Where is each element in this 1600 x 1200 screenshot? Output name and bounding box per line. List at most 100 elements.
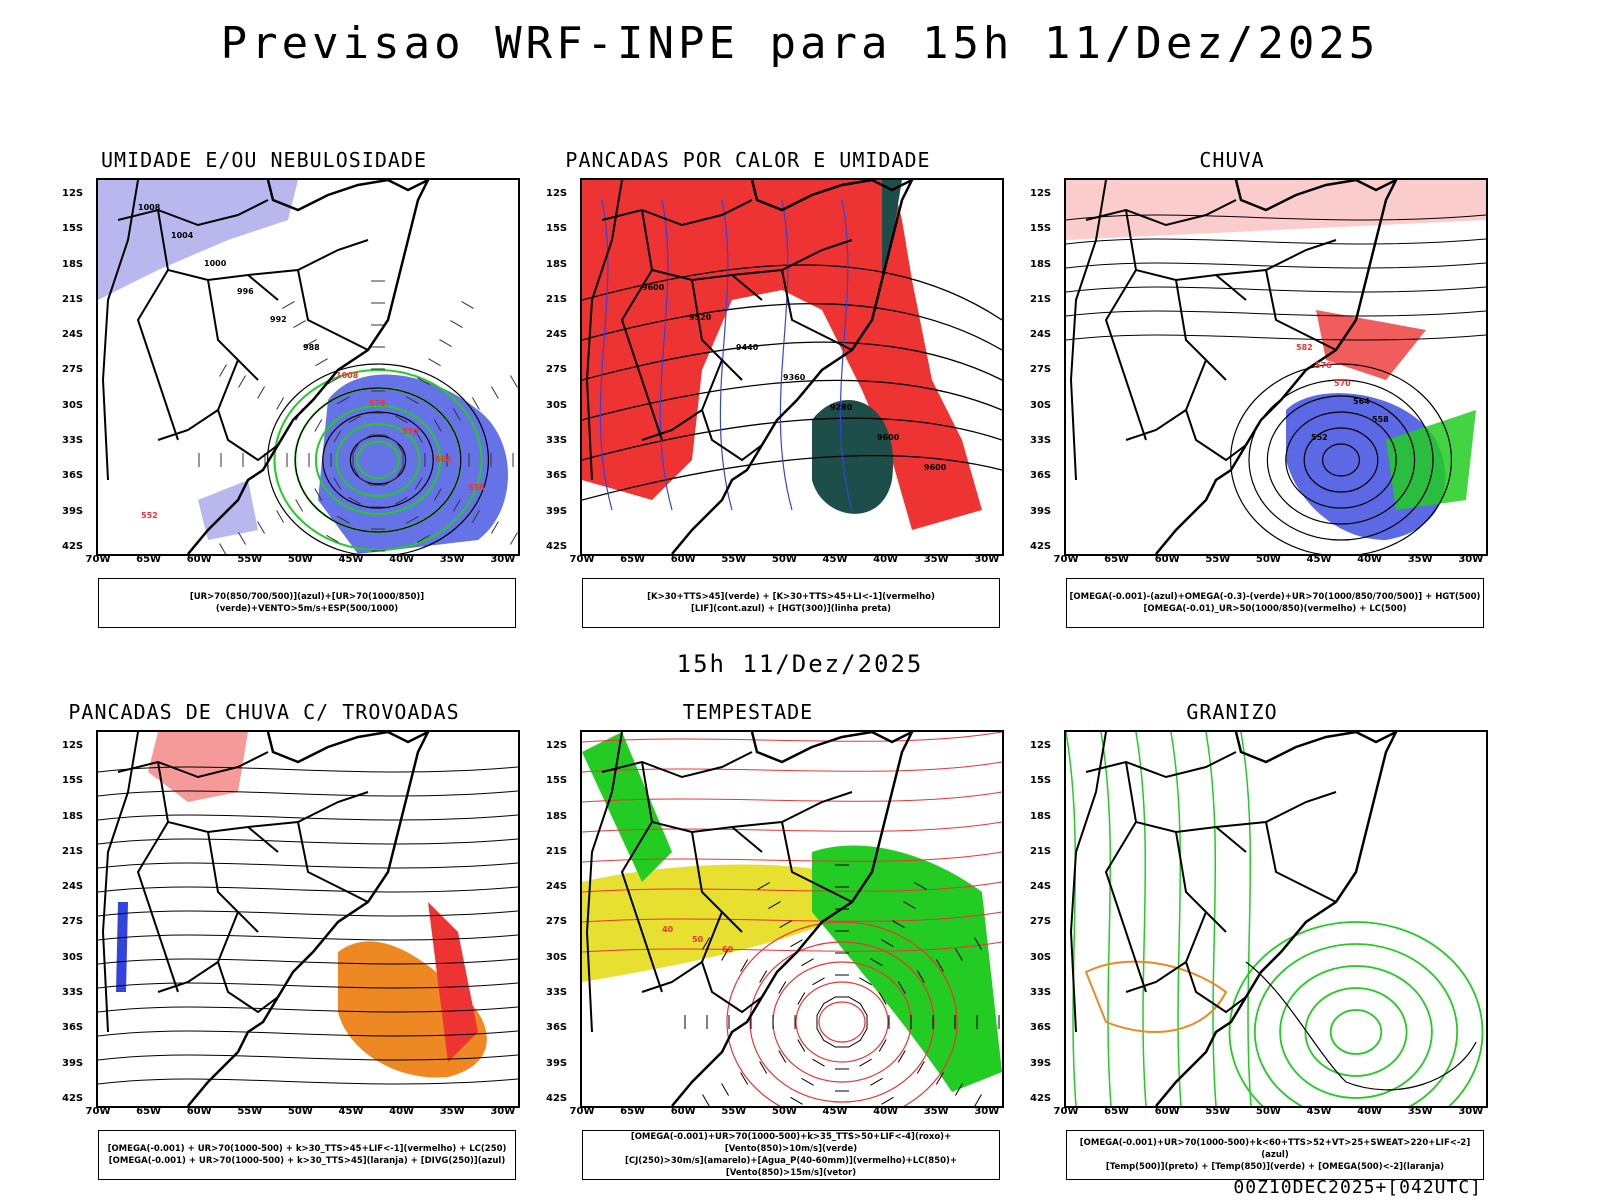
country-border [1184,359,1247,462]
isobar [349,435,407,485]
lon-tick-label: 65W [136,554,162,565]
wind-vector [406,515,419,524]
panel-title: CHUVA [1199,148,1265,172]
wind-vector [974,1094,982,1106]
contour-label: 1008 [138,203,161,212]
coastline [1155,180,1398,554]
streamline [98,934,518,941]
streamline [98,1078,518,1085]
lon-tick-label: 65W [136,1106,162,1117]
divergence-area-blue [116,902,128,992]
geopotential-contour [1230,363,1452,554]
lat-tick-label: 30S [1030,399,1052,411]
map-chuva[interactable]: 582 576 570 564 558 552 [1064,178,1488,556]
lon-tick-label: 40W [1357,554,1383,565]
temp850-contour [1240,732,1252,1106]
streamline [98,862,518,869]
lon-tick-label: 70W [1053,1106,1079,1117]
panel-title: PANCADAS DE CHUVA C/ TROVOADAS [68,700,460,724]
thunder-area-red [428,902,478,1062]
map-tempestade[interactable]: 40 50 60 [580,730,1004,1108]
lon-tick-label: 70W [1053,554,1079,565]
lat-tick-label: 33S [546,434,568,446]
lifted-index-contour [839,199,853,511]
wind-vector [359,477,372,486]
map-base [1069,732,1398,1106]
lon-tick-label: 50W [771,1106,797,1117]
country-border [297,269,369,351]
lon-tick-label: 50W [771,554,797,565]
map-trovoadas[interactable] [96,730,520,1108]
lat-tick-label: 12S [1030,740,1052,751]
water-contour [818,1001,866,1043]
map-base [101,180,430,554]
wind-vector [219,364,227,377]
forecast-time-label: 15h 11/Dez/2025 [676,650,924,678]
contour-label: 1004 [171,231,194,240]
lon-tick-label: 35W [439,554,465,565]
map-base [585,180,914,554]
temp850-contour [1279,965,1433,1099]
lat-tick-label: 42S [546,1092,568,1104]
wind-vector [471,510,480,523]
lat-tick-label: 18S [1030,810,1052,822]
legend-line: [CJ(250)>30m/s](amarelo)+[Agua_P(40-60mm… [624,1156,958,1178]
country-border [1265,269,1337,351]
map-base [585,732,914,1106]
temp850-contour [1100,732,1112,1106]
wind-vector [797,992,806,1005]
lat-tick-label: 15S [546,223,568,235]
contour-label: 558 [1372,415,1389,424]
lat-tick-label: 18S [62,810,84,822]
country-border [157,409,219,441]
wind-area-green [582,732,672,882]
wind-vector [740,1072,749,1085]
lon-tick-label: 35W [923,554,949,565]
lon-tick-label: 60W [670,1106,696,1117]
green-contour [356,441,400,479]
wind-vector [870,958,883,967]
wind-vector [859,1028,868,1041]
wind-vector [219,543,227,554]
wind-vector [395,415,408,424]
country-border [641,961,703,993]
streamline [98,1030,518,1037]
map-umidade[interactable]: 1008 1004 1000 996 992 988 1008 576 570 564 558 552 [96,178,520,556]
wind-vector [417,534,430,543]
legend-line: [LIF](cont.azul) + [HGT(300)](linha pret… [690,604,892,614]
lon-tick-label: 50W [287,1106,313,1117]
wind-vector [510,532,518,545]
legend-box: [OMEGA(-0.001)+UR>70(1000-500)+k>35_TTS>… [582,1130,1000,1180]
country-border [247,791,369,828]
lat-tick-label: 42S [546,540,568,552]
wind-vector [816,1028,825,1041]
country-border [731,791,853,828]
geopotential-contour [1322,443,1361,477]
lat-tick-label: 12S [546,188,568,199]
wind-vector [878,992,887,1005]
wind-vector [337,396,350,405]
green-contour [335,423,421,497]
lat-tick-label: 39S [1030,505,1052,517]
country-border [1175,279,1227,381]
geopotential-contour [1266,395,1416,525]
green-contour [314,405,442,515]
wind-vector [897,1050,906,1063]
country-border [691,831,743,933]
wind-vector [348,496,361,505]
wind-vector [721,948,730,961]
streamline [98,766,518,773]
lon-tick-label: 35W [923,1106,949,1117]
wind-vector [257,386,266,399]
map-pancadas-calor[interactable]: 9600 9520 9440 9360 9280 9600 9600 [580,178,1004,556]
wind-vector [395,441,404,454]
wind-vector [276,397,285,410]
map-granizo[interactable] [1064,730,1488,1108]
country-border [641,409,703,441]
wind-vector [359,434,372,443]
lat-tick-label: 36S [62,1022,84,1034]
wind-vector [816,1003,825,1016]
lon-tick-label: 40W [873,554,899,565]
lon-tick-label: 50W [287,554,313,565]
country-border [117,751,269,779]
